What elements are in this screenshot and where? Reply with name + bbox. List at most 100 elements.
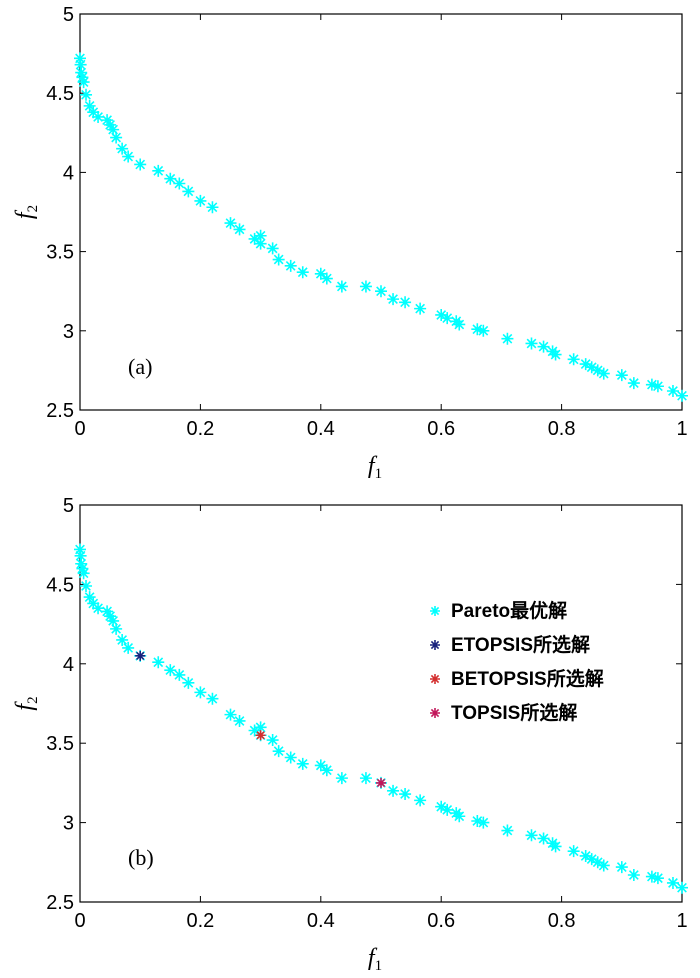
- y-axis-label: f2: [12, 205, 41, 219]
- data-point: [74, 52, 86, 65]
- y-axis-label: f2: [12, 696, 41, 710]
- y-tick-label: 2.5: [46, 400, 74, 422]
- data-point: [135, 650, 146, 661]
- data-point: [83, 591, 96, 604]
- data-point: [666, 876, 679, 889]
- y-tick-label: 4: [63, 654, 74, 676]
- data-point: [471, 323, 484, 336]
- data-point: [666, 384, 679, 397]
- data-point: [591, 856, 604, 869]
- data-point: [87, 106, 100, 119]
- data-point: [645, 378, 658, 391]
- data-point: [206, 201, 219, 214]
- data-point: [182, 676, 195, 689]
- data-point: [173, 668, 186, 681]
- plot-area: [79, 13, 683, 411]
- plot-area: [79, 504, 683, 903]
- data-point: [525, 337, 538, 350]
- data-point: [101, 605, 114, 618]
- data-point: [248, 232, 261, 245]
- legend-marker: [430, 606, 440, 616]
- data-point: [122, 641, 135, 654]
- data-point: [597, 859, 610, 872]
- panel-label: (b): [128, 845, 154, 870]
- data-point: [83, 99, 96, 112]
- legend-entry: Pareto最优解: [451, 599, 567, 622]
- data-point: [335, 772, 348, 785]
- x-tick-label: 0: [74, 418, 85, 440]
- data-point: [627, 869, 640, 882]
- series-3: [376, 777, 386, 788]
- y-tick-label: 3.5: [46, 733, 74, 755]
- data-point: [591, 364, 604, 377]
- data-point: [320, 272, 333, 285]
- data-point: [77, 76, 90, 89]
- data-point: [597, 367, 610, 380]
- panel-b: 0 0.2 0.4 0.6 0.8 12.533.544.55f1f2(b)Pareto最…: [12, 495, 688, 974]
- data-point: [110, 622, 123, 635]
- data-point: [585, 361, 598, 374]
- x-axis-label: f1: [368, 945, 382, 974]
- data-point: [194, 686, 207, 699]
- x-tick-label: 0.6: [427, 418, 455, 440]
- data-point: [92, 110, 105, 123]
- data-point: [80, 88, 93, 101]
- data-point: [471, 815, 484, 828]
- data-point: [387, 293, 400, 306]
- data-point: [164, 172, 177, 185]
- x-axis-label-sub: 1: [375, 466, 383, 482]
- data-point: [284, 751, 297, 764]
- data-point: [585, 853, 598, 866]
- data-point: [107, 123, 120, 136]
- data-point: [549, 840, 562, 853]
- data-point: [399, 788, 412, 801]
- data-point: [501, 824, 514, 837]
- data-point: [567, 353, 580, 366]
- data-point: [75, 557, 88, 570]
- data-point: [272, 745, 285, 758]
- data-point: [76, 562, 89, 575]
- data-point: [567, 845, 580, 858]
- data-point: [233, 223, 246, 236]
- data-point: [477, 816, 490, 829]
- data-point: [441, 312, 454, 325]
- legend-entry: ETOPSIS所选解: [451, 633, 590, 656]
- panel-label: (a): [128, 354, 152, 379]
- data-point: [376, 777, 386, 788]
- data-point: [441, 803, 454, 816]
- data-point: [254, 229, 267, 242]
- data-point: [272, 253, 285, 266]
- legend-marker: [430, 674, 440, 684]
- y-axis-label-main: f: [12, 209, 38, 219]
- x-tick-label: 0.4: [307, 418, 335, 440]
- data-point: [477, 324, 490, 337]
- data-point: [414, 794, 427, 807]
- data-point: [254, 237, 267, 250]
- data-point: [152, 656, 165, 669]
- data-point: [435, 800, 448, 813]
- data-point: [615, 369, 628, 382]
- legend: Pareto最优解 ETOPSIS所选解 BETOPSIS所选解 TOPSIS所选解: [430, 599, 604, 724]
- x-tick-label: 0.8: [548, 910, 576, 932]
- data-point: [375, 285, 387, 298]
- data-point: [296, 266, 309, 279]
- x-tick-label: 0.4: [307, 910, 335, 932]
- x-tick-label: 1: [676, 910, 687, 932]
- y-axis-label-sub: 2: [25, 696, 41, 704]
- data-point: [537, 340, 550, 353]
- y-tick-label: 5: [63, 4, 74, 26]
- data-point: [676, 389, 688, 402]
- data-point: [314, 759, 327, 772]
- legend-entry: BETOPSIS所选解: [451, 667, 604, 690]
- data-point: [233, 714, 246, 727]
- data-point: [579, 849, 592, 862]
- series-1: [135, 650, 146, 661]
- data-point: [359, 772, 372, 785]
- data-point: [645, 870, 658, 883]
- data-point: [77, 567, 90, 580]
- data-point: [651, 380, 664, 393]
- data-point: [206, 692, 219, 705]
- data-point: [399, 296, 412, 309]
- y-tick-label: 4.5: [46, 574, 74, 596]
